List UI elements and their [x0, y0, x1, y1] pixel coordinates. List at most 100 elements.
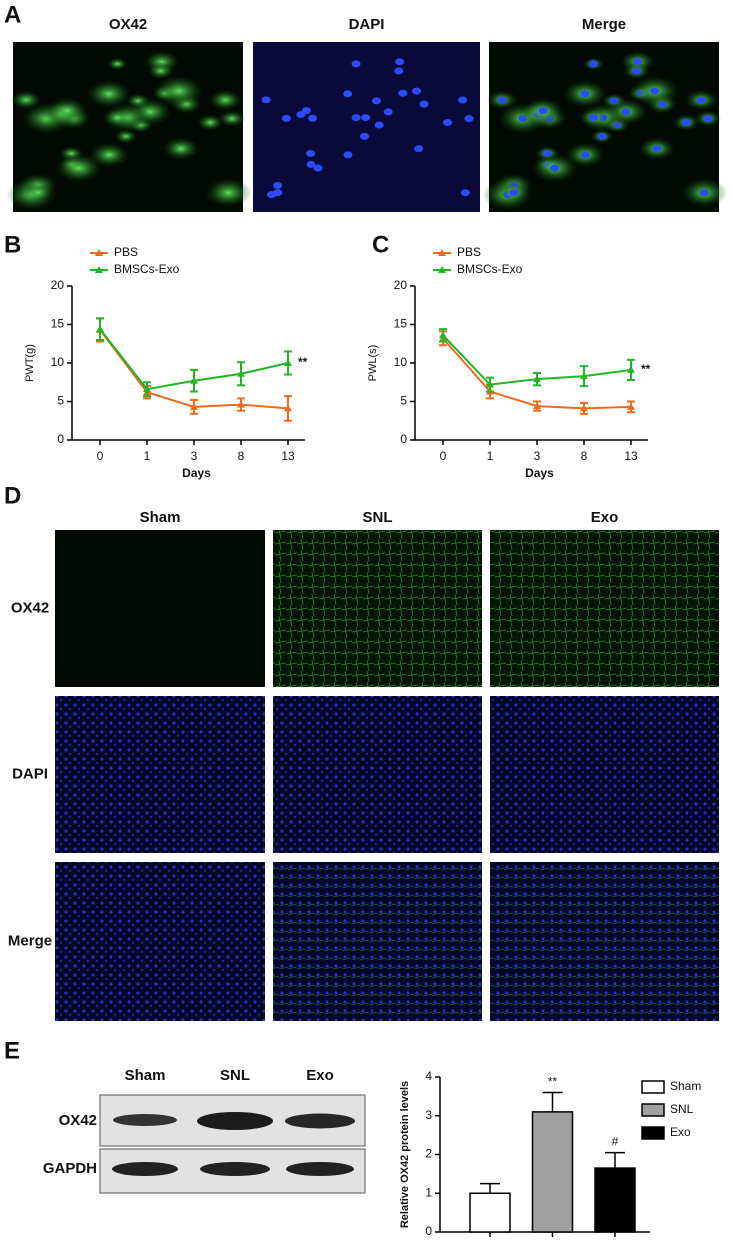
column-header: Exo [591, 509, 619, 526]
legend-label: Sham [670, 1079, 701, 1093]
legend-label: Exo [670, 1125, 691, 1139]
nucleus [681, 118, 691, 126]
marker [533, 375, 541, 383]
nucleus [458, 96, 468, 104]
micrograph [273, 530, 482, 687]
y-tick-label: 4 [425, 1069, 432, 1083]
micrograph [55, 862, 265, 1021]
y-tick-label: 15 [51, 317, 65, 331]
error-bar [480, 1182, 500, 1194]
micrographs [6, 42, 728, 1021]
nucleus [343, 90, 353, 98]
annotation: ** [298, 355, 308, 369]
legend-marker [95, 266, 103, 273]
bar [469, 1192, 511, 1233]
micrograph [490, 530, 719, 687]
nucleus [306, 160, 316, 168]
nucleus [261, 96, 271, 104]
micrograph [273, 696, 482, 853]
blot-band [200, 1162, 270, 1176]
y-tick-label: 1 [425, 1185, 432, 1199]
nucleus [359, 132, 369, 140]
column-header: SNL [363, 509, 393, 526]
nucleus [307, 114, 317, 122]
marker [190, 376, 198, 384]
cell [86, 79, 132, 108]
nucleus [395, 58, 405, 66]
nucleus [632, 67, 642, 75]
nucleus [371, 97, 381, 105]
nucleus [398, 89, 408, 97]
micrograph [55, 696, 265, 853]
x-tick-label: 0 [97, 449, 104, 463]
x-tick-label: 8 [238, 449, 245, 463]
y-tick-label: 10 [51, 355, 65, 369]
row-label: GAPDH [43, 1160, 97, 1177]
panel-label: D [4, 482, 21, 509]
marker [533, 402, 541, 410]
nucleus [273, 189, 283, 197]
panel-label: C [372, 231, 389, 258]
row-header: OX42 [11, 599, 49, 616]
x-tick-label: 1 [487, 449, 494, 463]
blot-band [197, 1112, 273, 1130]
y-tick-label: 5 [400, 394, 407, 408]
cell [107, 57, 128, 71]
marker [143, 385, 151, 393]
nucleus [414, 145, 424, 153]
annotation: ** [641, 362, 651, 376]
nucleus [383, 108, 393, 116]
cell [147, 62, 174, 80]
y-tick-label: 10 [394, 355, 408, 369]
nucleus [419, 100, 429, 108]
nucleus [374, 121, 384, 129]
blot-band [286, 1162, 354, 1176]
nucleus [580, 90, 590, 98]
legend-label: BMSCs-Exo [457, 262, 523, 276]
cell [218, 110, 246, 127]
legend-marker [95, 249, 103, 256]
legend-swatch [641, 1126, 665, 1140]
micrograph [490, 862, 719, 1021]
nucleus [588, 60, 598, 68]
nucleus [460, 189, 470, 197]
legend-swatch [641, 1080, 665, 1094]
lane-label: Exo [306, 1067, 334, 1084]
nucleus [412, 87, 422, 95]
nucleus [580, 151, 590, 159]
lane-label: SNL [220, 1067, 250, 1084]
nucleus [538, 107, 548, 115]
nucleus [597, 132, 607, 140]
nucleus [313, 164, 323, 172]
column-header: Sham [140, 509, 181, 526]
marker [190, 402, 198, 410]
marker [439, 331, 447, 339]
cell [153, 75, 204, 107]
error-bar [605, 1151, 625, 1169]
marker [627, 402, 635, 410]
nucleus [306, 149, 316, 157]
x-tick-label: 13 [624, 449, 638, 463]
blot-band [113, 1114, 177, 1126]
cell [162, 137, 200, 161]
nucleus [281, 114, 291, 122]
cell [204, 178, 252, 208]
cell [46, 97, 88, 124]
x-axis-label: Days [182, 466, 211, 480]
y-tick-label: 0 [57, 432, 64, 446]
cell [24, 184, 52, 202]
y-tick-label: 20 [394, 278, 408, 292]
y-tick-label: 0 [425, 1224, 432, 1238]
legend-marker [438, 249, 446, 256]
y-tick-label: 3 [425, 1108, 432, 1122]
x-tick-label: 13 [281, 449, 295, 463]
cell [196, 114, 224, 131]
marker [96, 325, 104, 333]
cell [10, 90, 42, 110]
blot-band [112, 1162, 178, 1176]
micrograph [490, 696, 719, 853]
y-tick-label: 15 [394, 317, 408, 331]
nucleus [443, 118, 453, 126]
legend-label: PBS [114, 245, 138, 259]
